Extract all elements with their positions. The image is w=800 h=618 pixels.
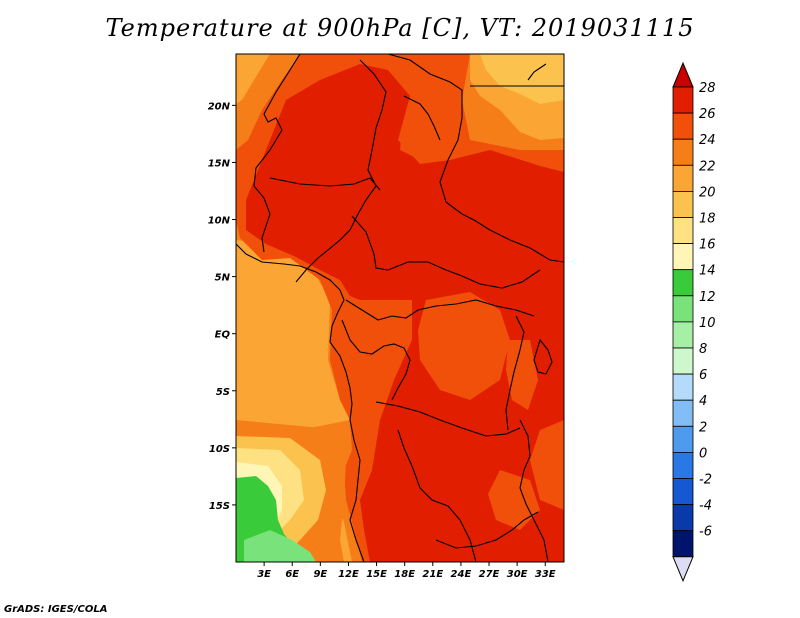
temperature-field [236,54,564,562]
colorbar-segment [672,347,694,375]
colorbar-label: 10 [699,316,716,331]
lon-tick-label: 15E [366,569,387,580]
colorbar-label: 26 [699,107,716,122]
colorbar-label: 0 [699,446,707,461]
colorbar-segment [672,164,694,192]
lat-tick-label: 10S [209,444,230,455]
longitude-axis: 3E 6E 9E 12E 15E 18E 21E 24E 27E 30E 33E [257,562,556,580]
lon-tick-label: 24E [451,569,472,580]
lat-tick-label: 20N [208,101,231,112]
lon-tick-label: 18E [394,569,415,580]
country-borders [236,54,564,562]
lon-tick-label: 30E [507,569,528,580]
lat-tick-label: 5S [216,387,230,398]
lon-tick-label: 6E [285,569,299,580]
colorbar-bottom-triangle [672,556,694,583]
colorbar-segment [672,478,694,506]
lon-tick-label: 21E [422,569,443,580]
colorbar-segment [672,138,694,166]
lat-tick-label: 10N [208,216,231,227]
lon-tick-label: 9E [313,569,327,580]
colorbar-segment [672,190,694,218]
latitude-axis: 20N 15N 10N 5N EQ 5S 10S 15S [208,101,236,512]
colorbar-segment [672,373,694,401]
colorbar-label: 4 [699,394,707,409]
map-frame [235,53,565,563]
colorbar-segment [672,451,694,479]
lon-tick-label: 3E [257,569,271,580]
colorbar-label: 24 [699,133,716,148]
colorbar-label: -2 [699,473,712,488]
colorbar-segment [672,269,694,297]
colorbar-segment [672,112,694,140]
colorbar-segment [672,217,694,245]
lat-tick-label: EQ [215,330,231,341]
colorbar-label: 8 [699,342,707,357]
colorbar-segment [672,504,694,532]
colorbar-label: 16 [699,238,716,253]
colorbar-segment [672,295,694,323]
colorbar-label: 2 [699,420,707,435]
lat-tick-label: 15N [208,158,231,169]
colorbar-label: 6 [699,368,707,383]
colorbar-label: -4 [699,499,712,514]
colorbar-label: 12 [699,290,716,305]
colorbar-segment [672,321,694,349]
lon-tick-label: 33E [535,569,556,580]
lat-tick-label: 5N [215,273,231,284]
colorbar-segment [672,243,694,271]
colorbar-segment [672,425,694,453]
colorbar-top-triangle [672,61,694,88]
lon-tick-label: 12E [338,569,359,580]
colorbar-label: 22 [699,159,716,174]
colorbar-label: 14 [699,264,716,279]
colorbar-label: 20 [699,185,716,200]
lon-tick-label: 27E [479,569,500,580]
colorbar-label: -6 [699,525,712,540]
colorbar-label: 18 [699,212,716,227]
grads-credit: GrADS: IGES/COLA [4,604,108,615]
colorbar-segment [672,399,694,427]
colorbar-segment [672,530,694,558]
colorbar-label: 28 [699,81,716,96]
chart-title: Temperature at 900hPa [C], VT: 201903111… [105,14,695,42]
lat-tick-label: 15S [209,501,230,512]
colorbar-segment [672,86,694,114]
